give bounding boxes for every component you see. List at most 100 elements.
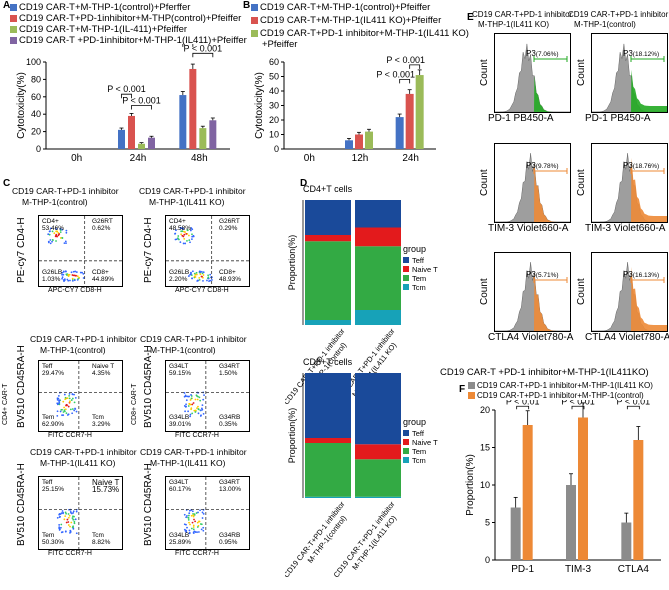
flow-dot (51, 230, 54, 233)
flow-dot (59, 237, 62, 239)
flow-dot (174, 238, 177, 241)
flow-dot (196, 531, 198, 534)
stacked-bar-segment (355, 444, 401, 460)
significance-bracket (182, 44, 194, 47)
flow-dot (59, 231, 62, 233)
stacked-bar-segment (355, 496, 401, 498)
flow-dot (177, 237, 179, 240)
quadrant-percent: 0.95% (219, 539, 238, 546)
flow-dot (184, 242, 187, 245)
flow-dot (192, 528, 195, 531)
flow-dot (74, 270, 77, 273)
gate-name: P3 (526, 49, 536, 58)
flow-y-axis-label: BV510 CD45RA-H (16, 463, 27, 546)
histogram-canvas (495, 153, 570, 222)
histogram-y-axis-label: Count (479, 278, 490, 305)
flow-dot (72, 511, 75, 514)
flow-dot (207, 276, 210, 279)
quadrant-name: G26LB (169, 269, 190, 276)
histogram-plot: P3(18.12%) (591, 33, 668, 113)
flow-dot (202, 526, 205, 529)
flow-dot (191, 238, 193, 241)
flow-dot (206, 279, 208, 282)
flow-dot (201, 272, 204, 275)
flow-dot (203, 394, 205, 397)
quadrant-label: CD4+ 48.58% (169, 218, 191, 232)
flow-dot (207, 274, 210, 277)
flow-dot (55, 230, 58, 233)
flow-dot (55, 233, 58, 236)
x-tick-label: CTLA4 (618, 564, 650, 575)
flow-dot (184, 405, 187, 408)
flow-dot (196, 280, 199, 282)
flow-plot: CD4+ 53.46% G26RT 0.62% G26LB 1.03% CD8+ 44.89% (38, 215, 123, 287)
quadrant-label: G34LT 60.17% (169, 479, 191, 493)
flow-dot (66, 278, 69, 281)
flow-dot (69, 408, 72, 411)
quadrant-label: G34LT 59.15% (169, 363, 191, 377)
stacked-bar-segment (355, 227, 401, 247)
flow-dot (69, 525, 71, 528)
histogram-y-axis-label: Count (479, 59, 490, 86)
flow-y-axis-label: PE-cy7 CD4-H (143, 217, 154, 283)
flow-dot (190, 407, 193, 410)
flow-plot-canvas (39, 361, 122, 431)
panel-b-legend-1: CD19 CAR-T+M-THP-1(control)+Pfeiffer (251, 2, 430, 13)
flow-dot (191, 235, 194, 238)
flow-dot (73, 279, 76, 282)
bar (118, 129, 125, 149)
flow-dot (67, 521, 70, 523)
quadrant-label: G26LB 2.20% (169, 269, 189, 283)
bar (345, 140, 353, 149)
legend-label: Tem (412, 447, 426, 456)
flow-dot (64, 408, 67, 411)
significance-bracket (131, 105, 152, 110)
flow-dot (64, 398, 67, 401)
bar (415, 75, 424, 149)
p-value-label: P < 0.001 (376, 69, 415, 79)
flow-dot (61, 531, 64, 533)
stacked-bar-segment (305, 496, 351, 498)
flow-dot (67, 273, 70, 276)
flow-dot (186, 395, 189, 398)
flow-dot (187, 275, 190, 277)
flow-dot (198, 270, 201, 273)
flow-dot (193, 275, 196, 278)
flow-dot (183, 233, 186, 236)
flow-dot (209, 273, 212, 276)
quadrant-name: CD4+ (169, 218, 186, 225)
flow-dot (202, 412, 205, 415)
flow-dot (197, 408, 200, 411)
flow-dot (191, 277, 193, 280)
flow-dot (185, 530, 188, 533)
flow-x-axis-label: FITC CCR7-H (48, 432, 92, 439)
flow-dot (57, 234, 60, 237)
flow-dot (57, 394, 60, 397)
y-tick-label: 10 (480, 480, 490, 490)
quadrant-name: G34RT (219, 479, 240, 486)
flow-dot (55, 240, 57, 242)
side-label-cd8: CD8+ CAR-T (131, 383, 138, 425)
flow-dot (75, 271, 78, 273)
flow-dot (186, 526, 188, 529)
flow-dot (66, 414, 69, 416)
flow-dot (82, 272, 85, 275)
quadrant-label: CD8+ 48.93% (219, 269, 241, 283)
flow-dot (61, 228, 64, 231)
flow-dot (188, 403, 191, 405)
flow-dot (184, 231, 186, 233)
quadrant-label: CD8+ 44.89% (92, 269, 114, 283)
x-tick-label: 0h (71, 153, 82, 164)
legend-swatch (403, 266, 409, 272)
flow-dot (190, 271, 192, 274)
legend-label: Tem (412, 274, 426, 283)
flow-dot (186, 239, 188, 242)
flow-dot (198, 520, 200, 523)
flow-dot (189, 403, 192, 406)
histogram-gated-area (534, 163, 570, 222)
quadrant-percent: 60.17% (169, 486, 192, 493)
y-axis-label: Proportion(%) (465, 454, 476, 516)
flow-dot (63, 393, 66, 396)
flow-dot (211, 279, 213, 281)
flow-dot (188, 529, 191, 532)
